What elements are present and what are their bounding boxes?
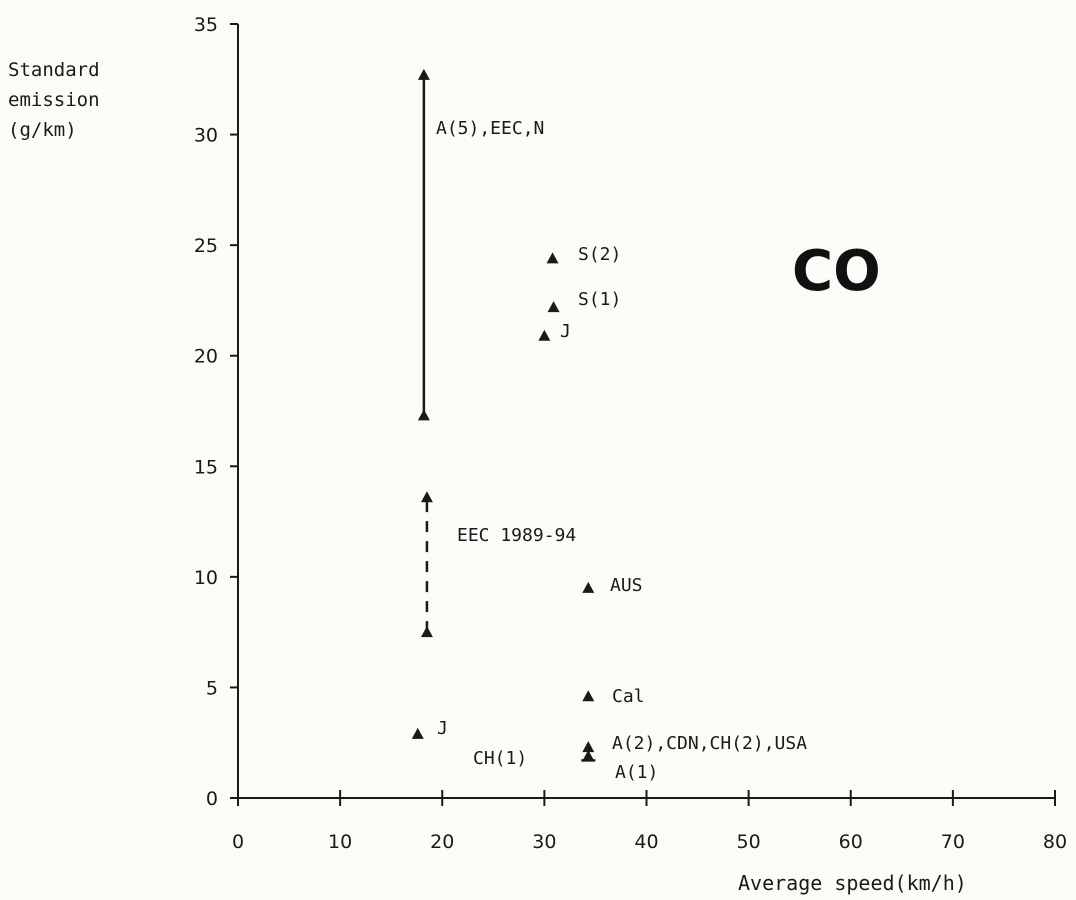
x-tick-label: 50 <box>737 831 761 853</box>
point-label: S(1) <box>578 289 621 310</box>
y-axis-label-line-1: Standard <box>8 59 100 81</box>
point-label: S(2) <box>578 244 621 265</box>
x-tick-label: 60 <box>839 831 863 853</box>
point-marker <box>411 727 424 739</box>
x-tick-label: 80 <box>1043 831 1067 853</box>
point-marker <box>582 581 595 593</box>
data-point: AUS <box>582 575 643 596</box>
point-label: J <box>560 321 571 342</box>
y-tick-label: 10 <box>194 567 218 589</box>
data-point: S(1) <box>547 289 621 313</box>
y-tick-label: 30 <box>194 125 218 147</box>
point-marker <box>547 301 560 313</box>
y-tick-label: 35 <box>194 14 218 36</box>
range-high-marker <box>417 68 430 80</box>
point-marker <box>582 690 595 702</box>
point-marker <box>582 749 595 761</box>
data-point: Cal <box>582 686 645 707</box>
point-marker <box>582 741 595 753</box>
y-tick-label: 15 <box>194 456 218 478</box>
point-label: Cal <box>612 686 645 707</box>
x-tick-label: 20 <box>430 831 454 853</box>
y-axis-label-line-2: emission <box>8 89 100 111</box>
data-point: A(2),CDN,CH(2),USA <box>582 733 807 754</box>
chart-title: CO <box>792 239 881 304</box>
y-tick-label: 0 <box>206 788 218 810</box>
data-point: S(2) <box>546 244 621 265</box>
x-axis-label: Average speed(km/h) <box>738 871 967 895</box>
range-label: EEC 1989-94 <box>457 525 576 546</box>
x-tick-label: 0 <box>232 831 244 853</box>
point-label: CH(1) <box>473 748 527 769</box>
data-point: J <box>411 718 448 739</box>
x-tick-label: 70 <box>941 831 965 853</box>
y-axis-label-line-3: (g/km) <box>8 119 77 141</box>
range-markers: A(5),EEC,N EEC 1989-94 <box>417 68 576 638</box>
point-label: AUS <box>610 575 643 596</box>
y-tick-label: 5 <box>206 677 218 699</box>
point-marker <box>538 329 551 341</box>
axes: 0 5 10 15 20 25 30 35 0 10 20 30 40 50 60 70 80 <box>194 14 1067 853</box>
range-high-marker <box>420 491 433 503</box>
point-label: J <box>437 718 448 739</box>
data-points: S(2) S(1) J AUS Cal J A(2),CDN,CH(2),USA A(1) CH… <box>411 244 807 783</box>
x-tick-label: 30 <box>532 831 556 853</box>
x-tick-label: 10 <box>328 831 352 853</box>
range-low-marker <box>417 409 430 421</box>
data-point: J <box>538 321 571 342</box>
range-low-marker <box>420 626 433 638</box>
y-tick-label: 25 <box>194 235 218 257</box>
x-tick-label: 40 <box>634 831 658 853</box>
point-label: A(1) <box>615 762 658 783</box>
y-tick-label: 20 <box>194 346 218 368</box>
data-point: A(1) <box>582 749 658 783</box>
point-marker <box>546 252 559 264</box>
data-point: CH(1) <box>473 748 596 769</box>
range-label: A(5),EEC,N <box>436 118 544 139</box>
point-label: A(2),CDN,CH(2),USA <box>612 733 807 754</box>
